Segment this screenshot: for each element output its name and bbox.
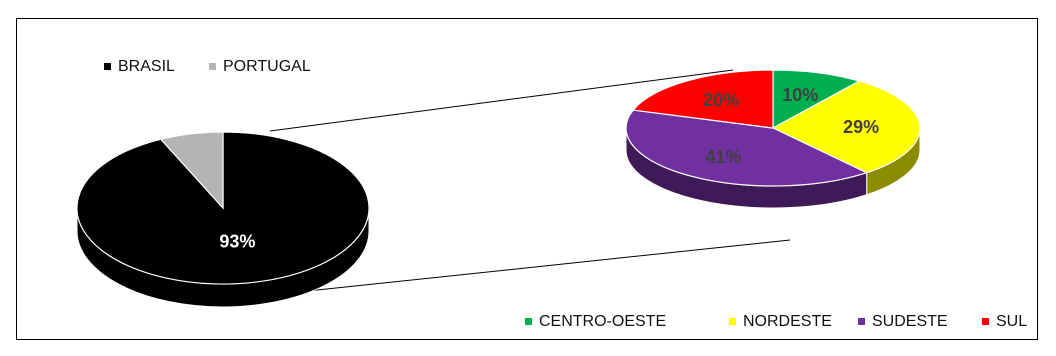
sul-legend-swatch [982, 318, 989, 325]
centro-oeste-data-label: 10% [782, 85, 818, 105]
region-pie: 10% 29% 41% 20% [625, 69, 921, 209]
centro-oeste-slice [772, 69, 861, 130]
brasil-data-label: 93% [219, 231, 255, 251]
nordeste-legend-label: NORDESTE [743, 313, 832, 330]
connector-top [269, 69, 734, 132]
nordeste-slice [771, 80, 921, 174]
sul-slice [632, 69, 774, 129]
brasil-legend-swatch [104, 63, 111, 70]
centro-oeste-legend-label: CENTRO-OESTE [539, 313, 666, 330]
sul-legend-label: SUL [996, 313, 1027, 330]
portugal-legend-label: PORTUGAL [223, 58, 311, 75]
region-legend: CENTRO-OESTE NORDESTE SUDESTE SUL [525, 313, 1027, 330]
sudeste-legend-swatch [858, 318, 865, 325]
portugal-legend-swatch [209, 63, 216, 70]
sudeste-data-label: 41% [705, 147, 741, 167]
nordeste-legend-swatch [729, 318, 736, 325]
nordeste-data-label: 29% [843, 117, 879, 137]
connector-bottom [269, 239, 791, 296]
portugal-slice [159, 131, 224, 210]
connector-lines [269, 69, 791, 296]
sudeste-slice [625, 109, 869, 187]
sul-data-label: 20% [703, 90, 739, 110]
centro-oeste-legend-swatch [525, 318, 532, 325]
country-legend: BRASIL PORTUGAL [104, 58, 311, 75]
country-pie: 93% [76, 131, 370, 308]
sudeste-legend-label: SUDESTE [872, 313, 948, 330]
brasil-legend-label: BRASIL [118, 58, 175, 75]
